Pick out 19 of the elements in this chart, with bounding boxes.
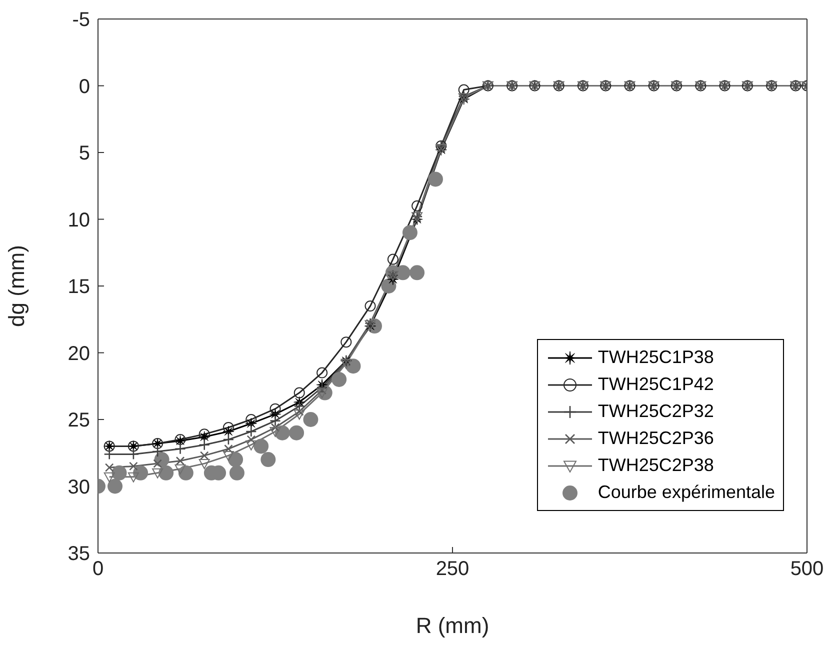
legend-label: TWH25C2P36 [598, 428, 714, 449]
x-tick-label: 250 [436, 558, 470, 580]
y-tick-label: 10 [68, 209, 90, 232]
legend-label: TWH25C1P42 [598, 374, 714, 395]
y-tick-label: 5 [78, 142, 90, 165]
y-tick-label: 15 [68, 276, 90, 298]
y-tick-label: 20 [68, 342, 90, 365]
y-tick-label: 30 [68, 476, 90, 498]
y-axis-title: dg (mm) [4, 245, 29, 327]
legend-label: Courbe expérimentale [598, 482, 775, 503]
legend-label: TWH25C1P38 [598, 347, 714, 368]
y-tick-label: 0 [78, 76, 90, 98]
y-tick-label: -5 [72, 9, 90, 32]
y-tick-label: 25 [68, 410, 90, 432]
x-tick-label: 500 [790, 558, 824, 580]
legend-label: TWH25C2P38 [598, 455, 714, 476]
x-axis-title: R (mm) [416, 613, 490, 638]
y-tick-label: 35 [68, 543, 90, 566]
legend-label: TWH25C2P32 [598, 401, 714, 422]
